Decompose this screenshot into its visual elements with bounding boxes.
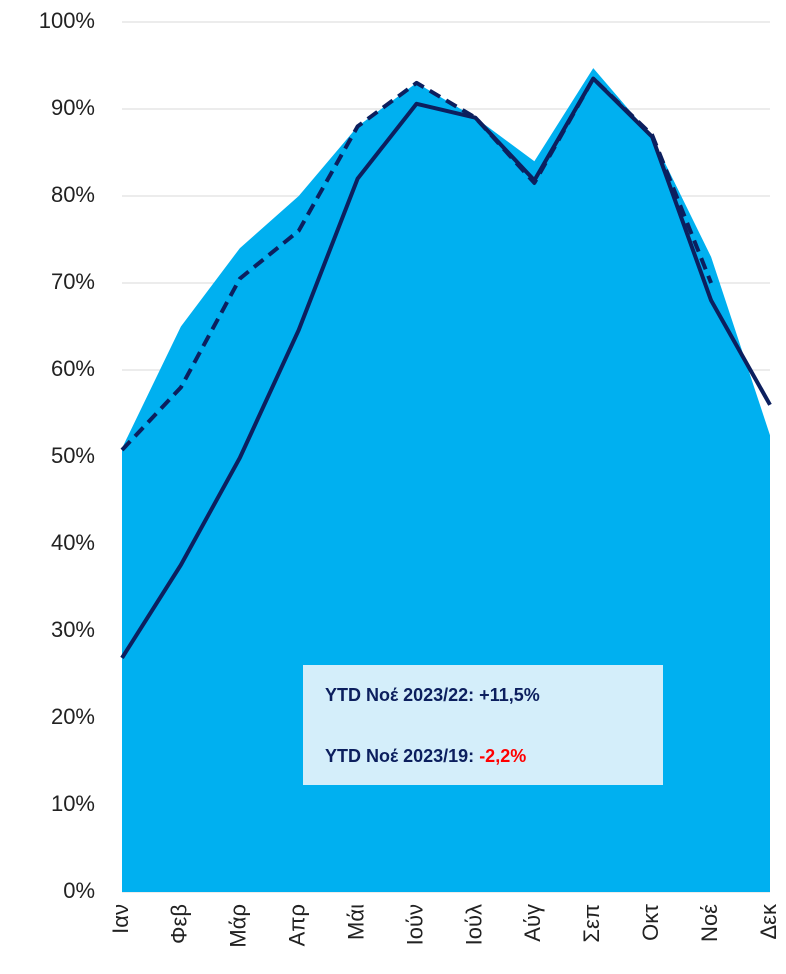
line — [120, 76, 713, 452]
x-tick-label: Ιούν — [402, 904, 427, 945]
y-tick-label: 100% — [39, 8, 95, 33]
x-tick-label: Αύγ — [520, 904, 545, 942]
annotation-text: YTD Νοέ 2023/19: — [325, 746, 479, 766]
annotation-highlight: -2,2% — [479, 746, 526, 766]
x-tick-label: Ιαν — [108, 904, 133, 934]
annotation: YTD Νοέ 2023/22: +11,5% — [325, 685, 540, 705]
y-tick-label: 0% — [63, 878, 95, 903]
x-tick-label: Δεκ — [756, 903, 781, 940]
x-tick-label: Μάρ — [226, 904, 251, 948]
y-tick-label: 70% — [51, 269, 95, 294]
y-tick-label: 10% — [51, 791, 95, 816]
y-tick-label: 60% — [51, 356, 95, 381]
x-tick-label: Σεπ — [579, 904, 604, 943]
y-tick-label: 90% — [51, 95, 95, 120]
line — [120, 76, 772, 660]
y-tick-label: 40% — [51, 530, 95, 555]
x-tick-label: Νοέ — [697, 904, 722, 942]
y-tick-label: 30% — [51, 617, 95, 642]
y-tick-label: 20% — [51, 704, 95, 729]
x-tick-label: Ιούλ — [461, 904, 486, 945]
y-tick-label: 80% — [51, 182, 95, 207]
x-tick-label: Οκτ — [638, 904, 663, 941]
y-tick-label: 50% — [51, 443, 95, 468]
x-tick-label: Μάι — [343, 904, 368, 940]
annotation: YTD Νοέ 2023/19: -2,2% — [325, 746, 526, 766]
x-tick-label: Φεβ — [167, 904, 192, 944]
annotation-box — [303, 665, 663, 785]
x-tick-label: Απρ — [285, 904, 310, 946]
